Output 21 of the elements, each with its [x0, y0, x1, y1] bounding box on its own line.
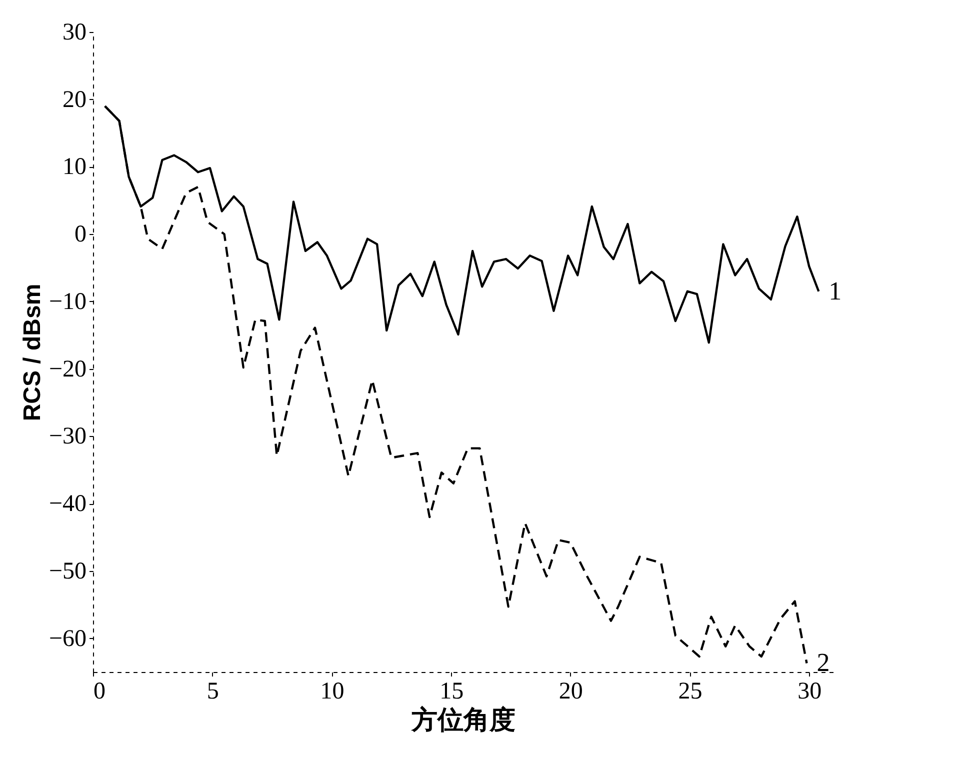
y-tick-label: 10 — [62, 154, 86, 180]
x-tick-label: 10 — [320, 678, 344, 704]
y-tick-label: −60 — [48, 626, 86, 652]
x-tick-label: 5 — [206, 678, 219, 704]
x-tick-label: 15 — [440, 678, 464, 704]
series-label: 1 — [828, 276, 842, 306]
x-tick-label: 30 — [798, 678, 822, 704]
y-tick-label: 0 — [74, 222, 86, 248]
series-label: 2 — [816, 648, 830, 678]
x-tick-label: 20 — [558, 678, 583, 704]
y-tick-label: 30 — [62, 20, 86, 46]
x-tick-label: 0 — [94, 678, 106, 704]
y-tick-label: −50 — [48, 558, 86, 584]
y-axis-title: RCS / dBsm — [18, 284, 46, 422]
y-tick-label: −40 — [48, 491, 86, 518]
x-tick-label: 25 — [678, 678, 702, 704]
y-tick-label: −10 — [48, 288, 86, 315]
y-tick-label: −20 — [48, 356, 86, 382]
x-axis-title: 方位角度 — [410, 706, 516, 734]
y-tick-label: −30 — [48, 424, 86, 450]
y-tick-label: 20 — [62, 86, 86, 113]
